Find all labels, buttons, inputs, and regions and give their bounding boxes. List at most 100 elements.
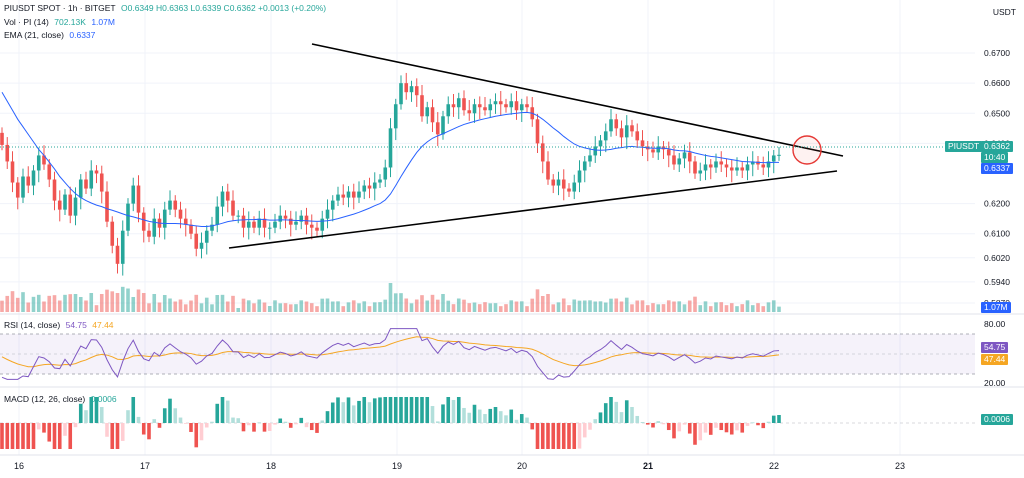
candle-body	[677, 158, 682, 165]
volume-bar	[451, 304, 456, 312]
volume-bar	[661, 304, 666, 312]
volume-bar	[194, 294, 199, 312]
volume-bar	[630, 304, 634, 312]
ascending-trendline[interactable]	[228, 170, 838, 249]
trendlines[interactable]	[228, 43, 844, 249]
macd-bar	[561, 423, 566, 449]
candle-body	[131, 185, 136, 204]
candle-body	[346, 191, 351, 198]
macd-bar	[210, 421, 214, 423]
volume-bar	[115, 293, 120, 312]
candle-body	[89, 170, 94, 189]
macd-bar	[136, 416, 141, 423]
macd-bar	[761, 423, 766, 429]
macd-bar	[504, 415, 508, 423]
macd-bar	[598, 412, 603, 423]
macd-bar	[178, 417, 183, 423]
volume-bar	[430, 294, 435, 312]
macd-bar	[362, 397, 367, 423]
candle-body	[278, 215, 283, 222]
candle-body	[262, 218, 267, 228]
macd-bar	[299, 417, 304, 423]
macd-bar	[698, 423, 703, 441]
volume-bar	[110, 291, 115, 312]
candle-body	[21, 176, 25, 198]
volume-bar	[756, 303, 760, 312]
macd-bar	[383, 397, 388, 423]
candle-body	[687, 152, 692, 162]
macd-bar	[236, 418, 241, 423]
macd-bar	[10, 423, 15, 449]
macd-bar	[26, 423, 31, 449]
descending-trendline[interactable]	[311, 43, 844, 157]
volume-bar	[435, 299, 440, 312]
volume-bar	[441, 294, 445, 312]
macd-bar	[378, 397, 382, 423]
volume-bar	[299, 300, 304, 312]
volume-bar	[283, 303, 288, 312]
volume-bar	[42, 301, 46, 312]
volume-bar	[687, 300, 692, 312]
volume-bar	[477, 304, 482, 312]
macd-legend: MACD (12, 26, close) 0.0006	[4, 394, 120, 405]
volume-bar	[693, 296, 697, 312]
breakout-circle[interactable]	[792, 135, 822, 165]
volume-bar	[519, 301, 524, 312]
macd-bar	[231, 417, 235, 423]
rsi-line	[1, 328, 780, 380]
macd-bar	[525, 417, 529, 423]
volume-bar	[99, 294, 104, 312]
candle-body	[252, 221, 256, 228]
candle-body	[693, 161, 697, 174]
volume-bar	[724, 305, 729, 312]
macd-bar	[215, 403, 220, 423]
volume-bar	[0, 300, 4, 312]
candle-body	[241, 215, 246, 228]
candle-body	[724, 164, 729, 168]
macd-bar	[630, 407, 634, 423]
candle-body	[498, 101, 503, 105]
candle-body	[204, 230, 209, 243]
volume-bar	[78, 297, 83, 312]
volume-bar	[73, 294, 78, 312]
candle-body	[136, 185, 141, 213]
candle-body	[624, 125, 629, 138]
ema-line	[1, 91, 779, 227]
macd-bar	[556, 423, 561, 449]
volume-bar	[682, 304, 687, 312]
volume-bar	[10, 291, 15, 312]
volume-bar	[651, 303, 655, 312]
candle-body	[168, 200, 172, 210]
macd-bar	[336, 397, 340, 423]
volume-bar	[488, 303, 493, 312]
candle-body	[120, 230, 125, 264]
candle-body	[362, 185, 367, 192]
time-tick-label: 19	[392, 461, 402, 471]
macd-bar	[672, 423, 676, 439]
candle-body	[472, 104, 477, 114]
header-legend: PIUSDT SPOT · 1h · BITGET O0.6349 H0.636…	[4, 3, 329, 14]
candle-body	[84, 179, 88, 189]
volume-bar	[210, 304, 214, 312]
macd-bar	[777, 415, 781, 423]
macd-bar	[257, 422, 262, 424]
macd-bar	[488, 408, 493, 423]
candle-body	[719, 161, 724, 165]
volume-bar	[173, 301, 178, 312]
macd-bar	[651, 423, 655, 428]
volume-bar	[761, 306, 766, 312]
macd-bar	[320, 420, 325, 423]
candle-body	[420, 95, 424, 117]
candle-body	[430, 107, 435, 123]
candle-body	[651, 149, 655, 153]
volume-bar	[388, 283, 393, 312]
macd-bar	[152, 419, 157, 423]
macd-bar	[703, 423, 708, 433]
volume-bar	[357, 303, 361, 312]
candle-body	[598, 140, 603, 147]
macd-bar	[420, 397, 424, 423]
macd-bar	[530, 423, 535, 430]
candle-body	[63, 194, 67, 210]
candle-body	[425, 107, 430, 117]
